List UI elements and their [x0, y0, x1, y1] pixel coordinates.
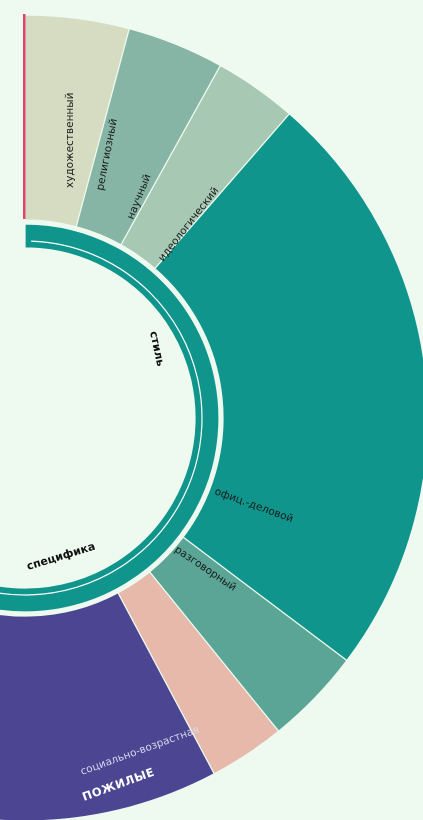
inner-ring-separator: [0, 240, 203, 596]
outer-segment-идеологический: [154, 113, 423, 662]
outer-label-художественный: художественный: [64, 93, 76, 188]
accent-marker: [23, 14, 26, 219]
outer-segment-социально-возрастная: [0, 592, 216, 820]
inner-label-стиль: стиль: [147, 330, 167, 368]
inner-segment-стиль: [0, 223, 220, 613]
inner-label-специфика: специфика: [25, 540, 97, 573]
